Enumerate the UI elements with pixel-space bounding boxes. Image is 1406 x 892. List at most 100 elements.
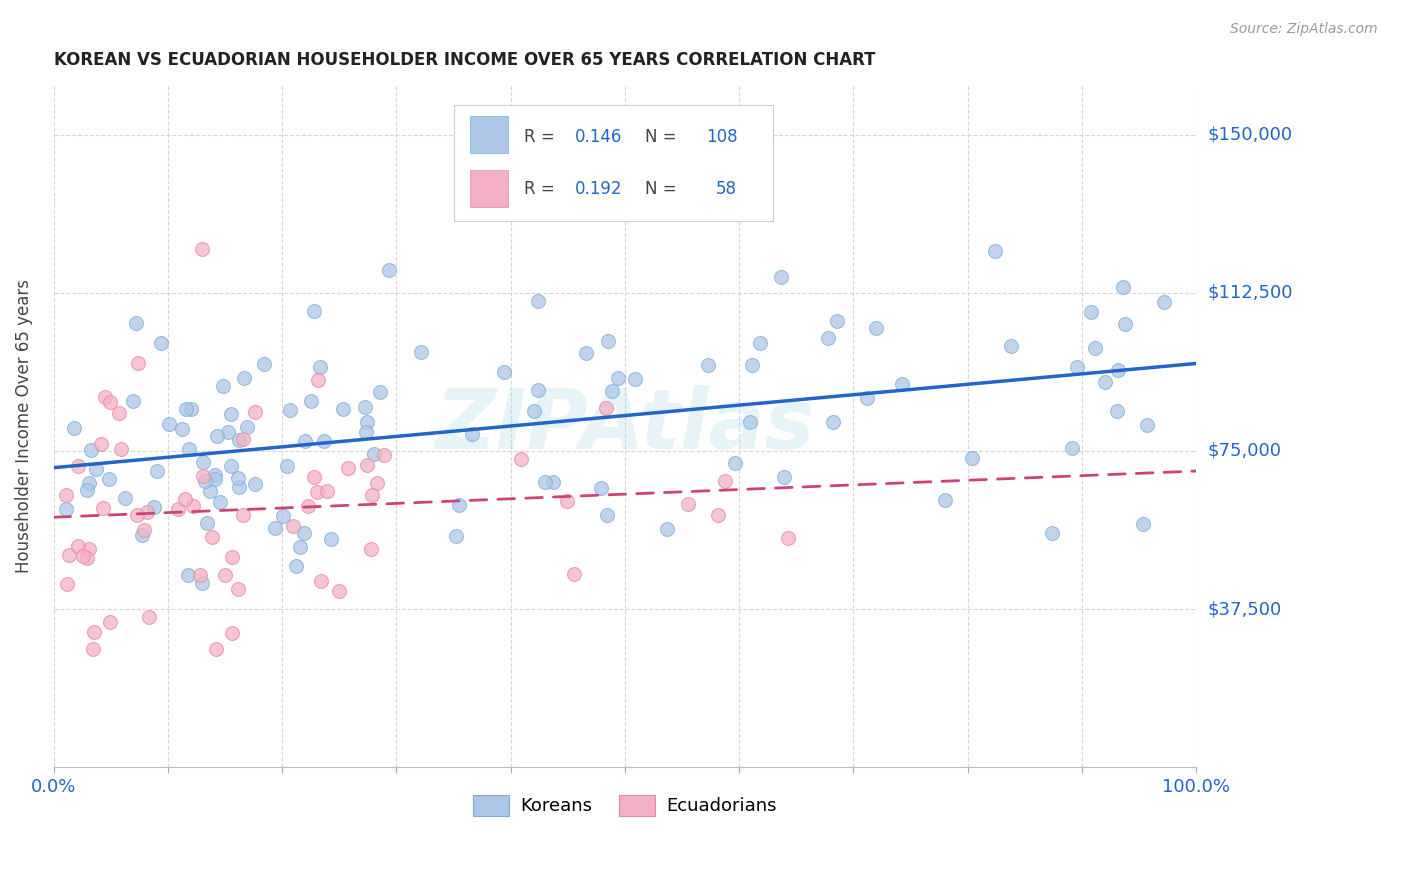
Point <box>278 402 301 417</box>
Point <box>984 244 1007 258</box>
Point <box>294 434 316 449</box>
Point <box>127 356 149 370</box>
Point <box>77 541 100 556</box>
Point <box>214 568 236 582</box>
Point <box>232 371 254 385</box>
Point <box>191 575 214 590</box>
Point <box>657 522 679 536</box>
Point <box>145 464 167 478</box>
Point <box>212 378 235 392</box>
Point <box>361 487 384 501</box>
Point <box>221 549 243 564</box>
Point <box>228 471 250 485</box>
Point <box>526 383 548 397</box>
Point <box>290 541 312 555</box>
Point <box>302 304 325 318</box>
Point <box>62 421 84 435</box>
Point <box>191 468 214 483</box>
Text: $112,500: $112,500 <box>1208 284 1292 301</box>
Text: $75,000: $75,000 <box>1208 442 1281 460</box>
Point <box>600 384 623 398</box>
Point <box>960 451 983 466</box>
Point <box>817 331 839 345</box>
Point <box>209 495 232 509</box>
Point <box>243 477 266 491</box>
Point <box>172 422 194 436</box>
Point <box>356 458 378 473</box>
Point <box>409 345 432 359</box>
Point <box>509 451 531 466</box>
Point <box>337 461 360 475</box>
Point <box>77 475 100 490</box>
Point <box>98 395 121 409</box>
Point <box>447 499 470 513</box>
Point <box>461 427 484 442</box>
Point <box>125 316 148 330</box>
Point <box>1080 305 1102 319</box>
Point <box>707 508 730 523</box>
Point <box>167 501 190 516</box>
Point <box>676 497 699 511</box>
Point <box>143 500 166 515</box>
Point <box>204 472 226 486</box>
Point <box>79 442 101 457</box>
Point <box>194 474 217 488</box>
Point <box>264 521 287 535</box>
Point <box>200 483 222 498</box>
Point <box>1107 363 1129 377</box>
Point <box>205 642 228 657</box>
Point <box>492 365 515 379</box>
Point <box>1153 295 1175 310</box>
Point <box>741 358 763 372</box>
Point <box>308 360 330 375</box>
Point <box>236 420 259 434</box>
Point <box>136 505 159 519</box>
Point <box>366 475 388 490</box>
Point <box>110 442 132 457</box>
Point <box>72 549 94 564</box>
Point <box>84 462 107 476</box>
Point <box>821 415 844 429</box>
Text: $37,500: $37,500 <box>1208 600 1281 618</box>
Point <box>122 393 145 408</box>
Point <box>138 610 160 624</box>
Point <box>526 294 548 309</box>
Point <box>228 480 250 494</box>
Point <box>94 390 117 404</box>
Point <box>523 403 546 417</box>
Y-axis label: Householder Income Over 65 years: Householder Income Over 65 years <box>15 278 32 573</box>
Point <box>245 405 267 419</box>
Point <box>307 484 329 499</box>
Point <box>1094 376 1116 390</box>
Point <box>740 415 762 429</box>
Point <box>1111 279 1133 293</box>
Point <box>232 508 254 522</box>
Point <box>607 371 630 385</box>
Point <box>219 458 242 473</box>
Point <box>1000 338 1022 352</box>
Point <box>55 488 77 502</box>
Point <box>299 394 322 409</box>
Point <box>562 566 585 581</box>
Text: ZIPAtlas: ZIPAtlas <box>436 385 814 467</box>
Point <box>66 459 89 474</box>
Point <box>177 568 200 582</box>
Point <box>83 624 105 639</box>
Point <box>1136 417 1159 432</box>
Point <box>865 321 887 335</box>
Point <box>1114 318 1136 332</box>
Point <box>200 531 222 545</box>
Point <box>596 508 619 523</box>
Point <box>149 335 172 350</box>
Point <box>1066 359 1088 374</box>
Point <box>714 474 737 488</box>
Point <box>297 499 319 513</box>
Point <box>363 447 385 461</box>
Point <box>55 502 77 516</box>
Point <box>271 508 294 523</box>
Point <box>307 374 329 388</box>
Point <box>114 491 136 505</box>
Point <box>309 574 332 588</box>
Point <box>132 523 155 537</box>
Point <box>543 475 565 489</box>
